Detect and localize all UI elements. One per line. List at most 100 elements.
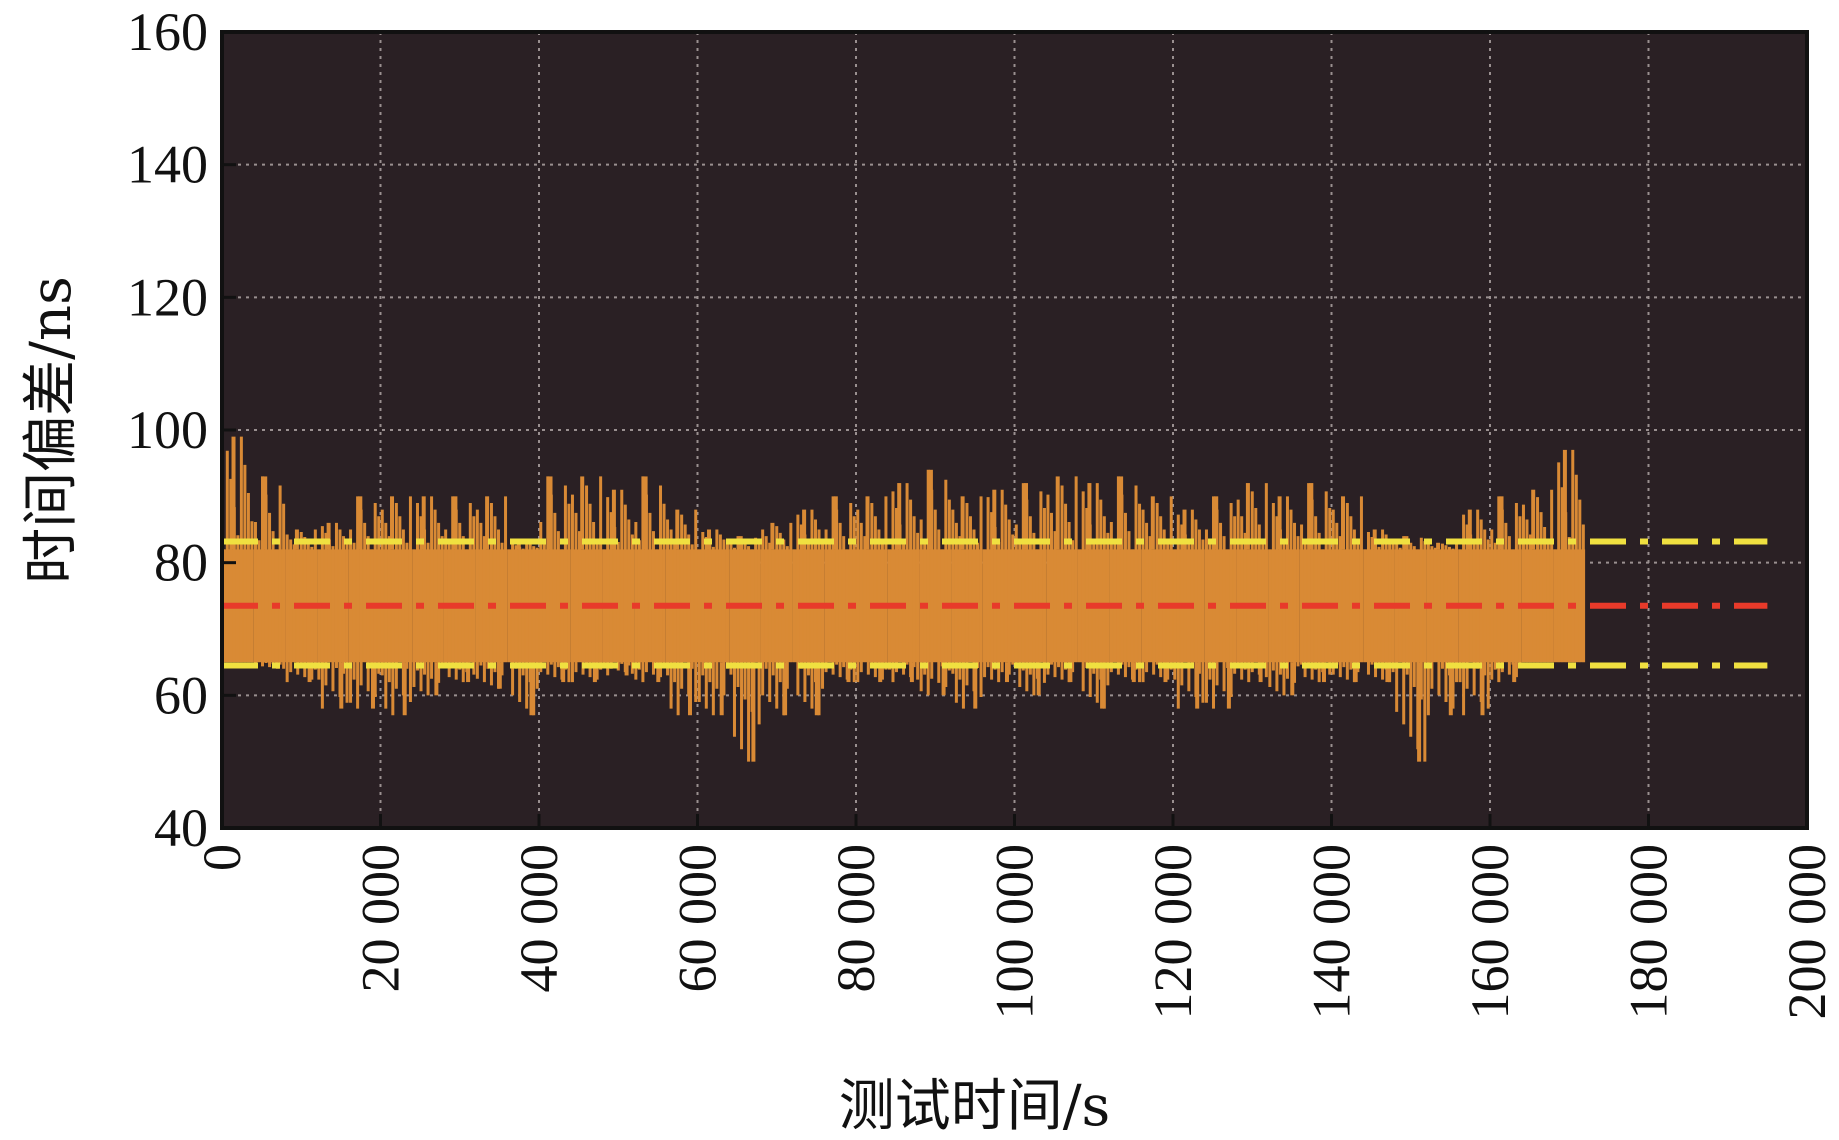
x-tick-label: 140 000: [1302, 844, 1362, 1020]
data-trough: [1131, 662, 1136, 683]
data-peak: [833, 496, 838, 550]
data-trough: [339, 662, 344, 709]
y-axis-label: 时间偏差/ns: [19, 276, 84, 584]
data-peak: [421, 496, 426, 550]
data-trough: [529, 662, 534, 716]
data-trough: [497, 662, 502, 689]
x-tick-label: 0: [192, 844, 252, 871]
data-trough: [1226, 662, 1231, 709]
data-trough: [434, 662, 439, 696]
data-trough: [941, 662, 946, 696]
data-peak: [611, 489, 616, 550]
data-peak: [1277, 496, 1282, 550]
data-peak: [390, 496, 395, 550]
data-trough: [1163, 662, 1168, 683]
data-peak: [1182, 509, 1187, 550]
data-peak: [580, 476, 585, 550]
data-trough: [1036, 662, 1041, 696]
y-tick-label: 140: [127, 135, 208, 195]
data-trough: [973, 662, 978, 709]
data-trough: [1448, 662, 1453, 716]
x-tick-label: 60 000: [668, 844, 728, 993]
data-trough: [1258, 662, 1263, 683]
x-tick-label: 180 000: [1619, 844, 1679, 1020]
data-peak: [1531, 489, 1536, 550]
x-axis-label: 测试时间/s: [839, 1074, 1111, 1139]
data-peak: [1436, 542, 1441, 550]
data-peak: [992, 489, 997, 550]
data-trough: [307, 662, 312, 683]
data-peak: [485, 496, 490, 550]
data-peak: [675, 509, 680, 550]
x-tick-label: 100 000: [985, 844, 1045, 1020]
reference-lines: [222, 538, 1768, 669]
data-trough: [656, 662, 661, 683]
x-tick-label: 200 000: [1777, 844, 1837, 1020]
data-peak: [960, 496, 965, 550]
data-trough: [783, 662, 788, 716]
data-trough: [1004, 662, 1009, 683]
data-peak: [1119, 476, 1124, 550]
data-peak: [548, 476, 553, 550]
y-tick-label: 160: [127, 2, 208, 62]
data-peak: [865, 496, 870, 550]
data-peak: [453, 496, 458, 550]
data-peak: [1309, 483, 1314, 550]
data-peak: [643, 476, 648, 550]
data-peak: [1055, 476, 1060, 550]
data-peak: [1562, 449, 1567, 550]
data-peak: [516, 542, 521, 550]
data-trough: [1290, 662, 1295, 696]
data-peak: [1214, 496, 1219, 550]
y-tick-label: 100: [127, 400, 208, 460]
x-tick-label: 120 000: [1143, 844, 1203, 1020]
data-trough: [909, 662, 914, 683]
data-peak: [770, 522, 775, 550]
data-trough: [1195, 662, 1200, 709]
x-tick-label: 160 000: [1460, 844, 1520, 1020]
data-trough: [370, 662, 375, 709]
x-tick-label: 80 000: [826, 844, 886, 993]
data-trough: [687, 662, 692, 716]
y-tick-label: 60: [154, 665, 208, 725]
data-trough: [1512, 662, 1517, 683]
data-peak: [1467, 509, 1472, 550]
data-trough: [1321, 662, 1326, 683]
data-peak: [358, 496, 363, 550]
data-peak: [263, 476, 268, 550]
data-trough: [1100, 662, 1105, 709]
data-peak: [326, 522, 331, 550]
y-tick-label: 40: [154, 798, 208, 858]
data-peak: [928, 469, 933, 550]
data-trough: [592, 662, 597, 683]
x-tick-label: 40 000: [509, 844, 569, 993]
y-tick-label: 120: [127, 267, 208, 327]
data-peak: [1499, 496, 1504, 550]
data-peak: [1341, 496, 1346, 550]
data-trough: [466, 662, 471, 683]
data-trough: [878, 662, 883, 683]
y-tick-label: 80: [154, 533, 208, 593]
data-peak: [1245, 483, 1250, 550]
data-trough: [1385, 662, 1390, 683]
data-trough: [1417, 662, 1422, 762]
data-trough: [1353, 662, 1358, 683]
data-peak: [1150, 496, 1155, 550]
data-trough: [814, 662, 819, 716]
data-peak: [1024, 483, 1029, 550]
data-trough: [561, 662, 566, 683]
ticks: 40 60 80 100 120 140 160 0 20 000 40 000 60 000 80 …: [127, 2, 1837, 1020]
data-trough: [719, 662, 724, 716]
data-trough: [624, 662, 629, 676]
data-peak: [231, 436, 236, 550]
data-trough: [751, 662, 756, 762]
data-trough: [1480, 662, 1485, 716]
data-trough: [1068, 662, 1073, 683]
data-trough: [402, 662, 407, 716]
data-peak: [802, 509, 807, 550]
x-tick-label: 20 000: [351, 844, 411, 993]
data-peak: [1087, 483, 1092, 550]
data-peak: [897, 483, 902, 550]
data-trough: [846, 662, 851, 683]
